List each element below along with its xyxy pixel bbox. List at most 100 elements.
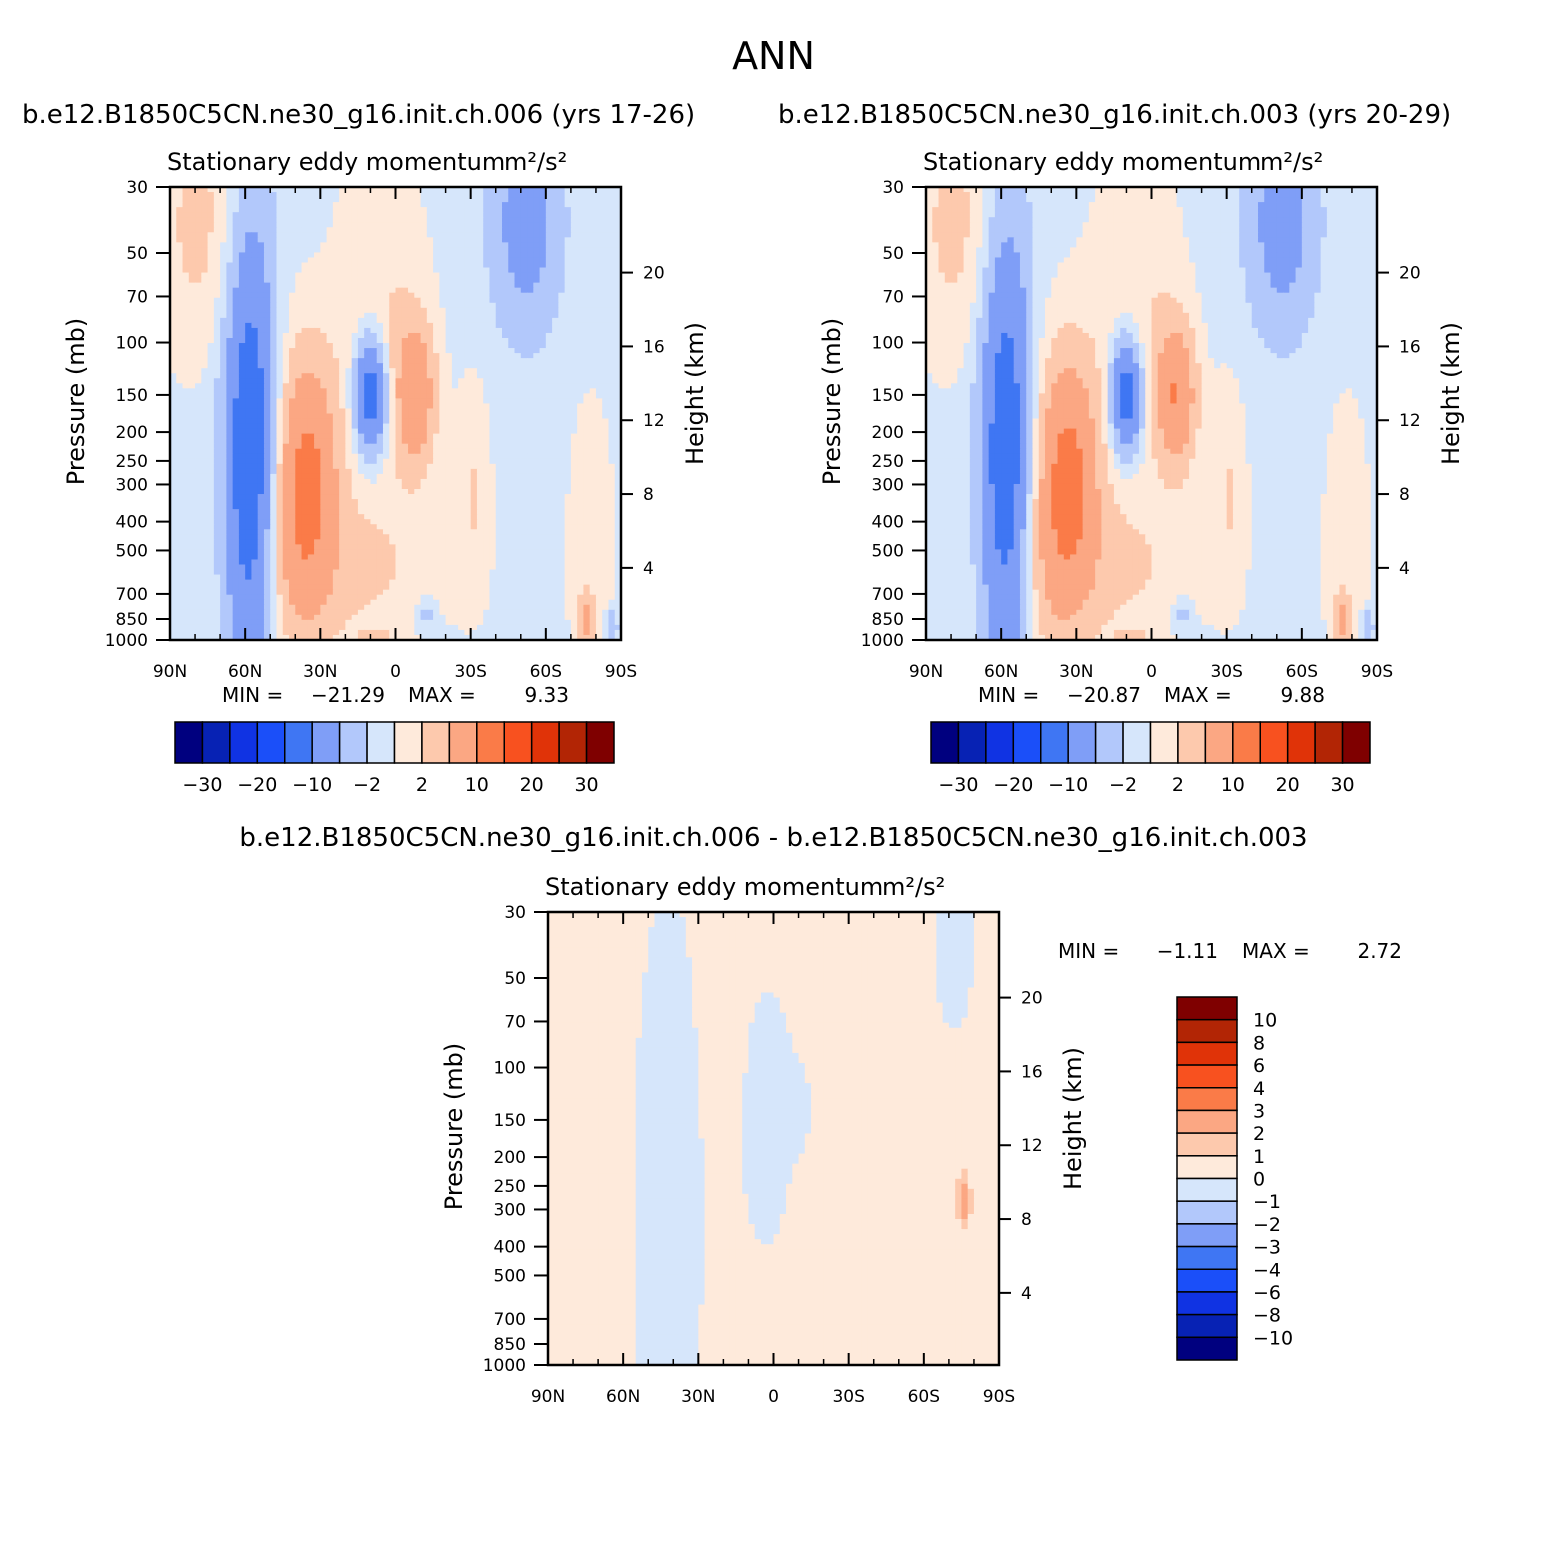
field-cell <box>608 383 615 389</box>
field-cell <box>558 343 565 349</box>
field-cell <box>320 403 327 409</box>
field-cell <box>421 398 428 404</box>
field-cell <box>270 459 277 465</box>
field-cell <box>308 237 315 243</box>
field-cell <box>233 202 240 208</box>
field-cell <box>414 494 421 500</box>
field-cell <box>608 378 615 384</box>
field-cell <box>226 383 233 389</box>
field-cell <box>471 242 478 248</box>
field-cell <box>483 237 490 243</box>
field-cell <box>527 504 534 510</box>
field-cell <box>320 313 327 319</box>
field-cell <box>251 308 258 314</box>
field-cell <box>327 353 334 359</box>
field-cell <box>515 424 522 430</box>
field-cell <box>602 383 609 389</box>
field-cell <box>383 519 390 525</box>
field-cell <box>558 509 565 515</box>
field-cell <box>195 439 202 445</box>
field-cell <box>464 398 471 404</box>
field-cell <box>515 363 522 369</box>
field-cell <box>439 273 446 279</box>
field-cell <box>314 499 321 505</box>
field-cell <box>226 469 233 475</box>
field-cell <box>496 403 503 409</box>
field-cell <box>596 479 603 485</box>
field-cell <box>496 333 503 339</box>
field-cell <box>226 298 233 304</box>
field-cell <box>533 529 540 535</box>
field-cell <box>264 454 271 460</box>
field-cell <box>364 278 371 284</box>
field-cell <box>370 333 377 339</box>
field-cell <box>471 489 478 495</box>
field-cell <box>565 202 572 208</box>
field-cell <box>590 217 597 223</box>
field-cell <box>183 509 190 515</box>
field-cell <box>452 489 459 495</box>
field-cell <box>583 288 590 294</box>
field-cell <box>208 343 215 349</box>
field-cell <box>421 308 428 314</box>
field-cell <box>183 408 190 414</box>
field-cell <box>565 489 572 495</box>
field-cell <box>515 207 522 213</box>
field-cell <box>590 197 597 203</box>
field-cell <box>302 464 309 470</box>
field-cell <box>383 257 390 263</box>
field-cell <box>602 464 609 470</box>
field-cell <box>295 368 302 374</box>
field-cell <box>245 348 252 354</box>
field-cell <box>583 499 590 505</box>
field-cell <box>571 403 578 409</box>
field-cell <box>521 434 528 440</box>
field-cell <box>389 434 396 440</box>
field-cell <box>264 393 271 399</box>
field-cell <box>233 323 240 329</box>
field-cell <box>565 494 572 500</box>
field-cell <box>439 378 446 384</box>
field-cell <box>558 494 565 500</box>
field-cell <box>496 273 503 279</box>
field-cell <box>521 524 528 530</box>
field-cell <box>565 313 572 319</box>
field-cell <box>258 449 265 455</box>
field-cell <box>421 227 428 233</box>
field-cell <box>596 348 603 354</box>
field-cell <box>552 227 559 233</box>
field-cell <box>308 263 315 269</box>
field-cell <box>421 373 428 379</box>
field-cell <box>590 449 597 455</box>
field-cell <box>565 509 572 515</box>
field-cell <box>483 278 490 284</box>
field-cell <box>464 439 471 445</box>
field-cell <box>414 449 421 455</box>
field-cell <box>421 524 428 530</box>
field-cell <box>602 403 609 409</box>
field-cell <box>590 444 597 450</box>
field-cell <box>339 263 346 269</box>
field-cell <box>483 207 490 213</box>
field-cell <box>496 293 503 299</box>
field-cell <box>320 459 327 465</box>
field-cell <box>176 489 183 495</box>
field-cell <box>489 348 496 354</box>
field-cell <box>477 514 484 520</box>
field-cell <box>496 217 503 223</box>
field-cell <box>540 403 547 409</box>
field-cell <box>464 247 471 253</box>
field-cell <box>289 429 296 435</box>
field-cell <box>283 227 290 233</box>
field-cell <box>571 519 578 525</box>
field-cell <box>320 232 327 238</box>
field-cell <box>389 273 396 279</box>
field-cell <box>270 454 277 460</box>
field-cell <box>295 252 302 258</box>
field-cell <box>251 383 258 389</box>
field-cell <box>452 338 459 344</box>
field-cell <box>552 408 559 414</box>
field-cell <box>427 424 434 430</box>
field-cell <box>189 207 196 213</box>
field-cell <box>608 398 615 404</box>
